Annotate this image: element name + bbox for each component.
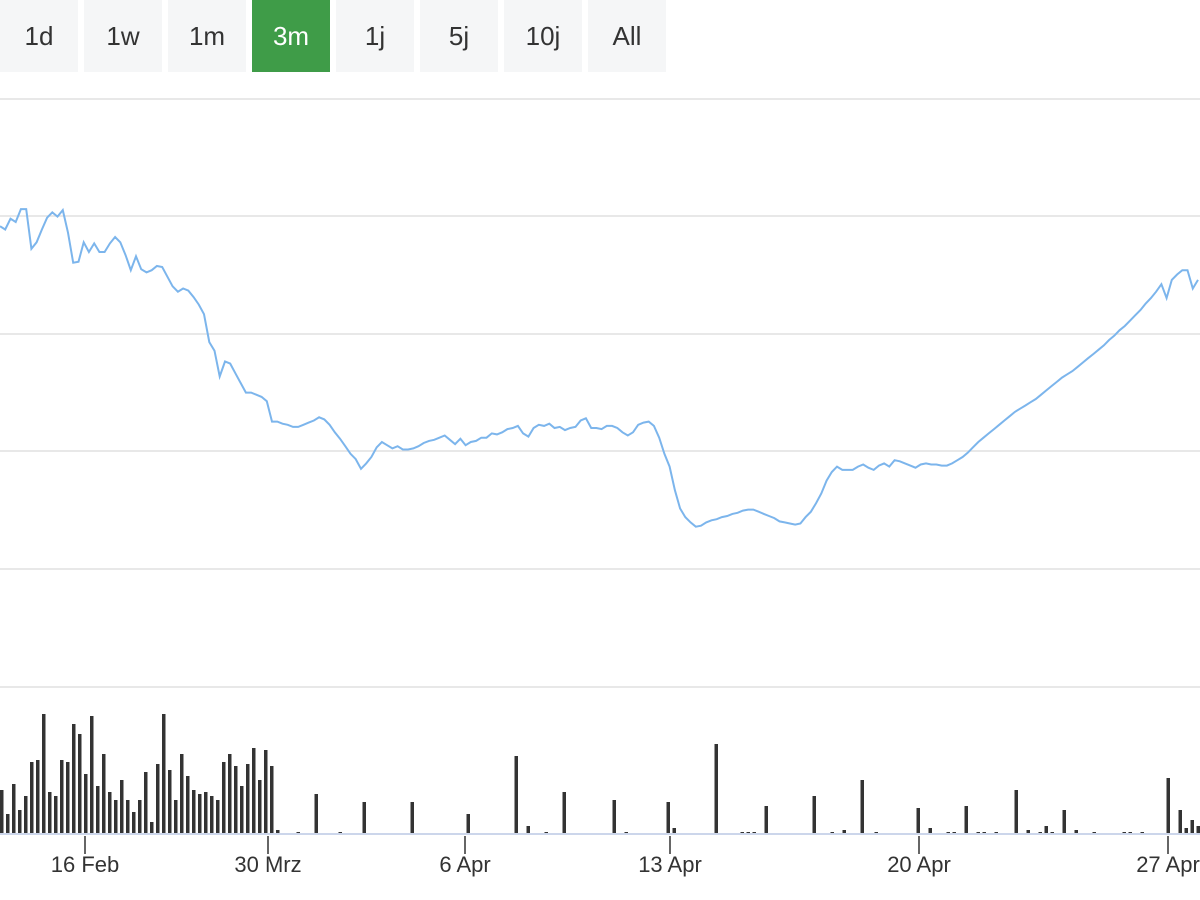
range-button-1w[interactable]: 1w: [84, 0, 162, 72]
volume-bar: [42, 714, 46, 834]
volume-bar: [66, 762, 70, 834]
volume-bar: [180, 754, 184, 834]
volume-bar: [258, 780, 262, 834]
volume-bar: [18, 810, 22, 834]
volume-bar: [1014, 790, 1018, 834]
range-button-1j[interactable]: 1j: [336, 0, 414, 72]
volume-bar: [48, 792, 52, 834]
range-button-3m[interactable]: 3m: [252, 0, 330, 72]
volume-bar: [526, 826, 530, 834]
volume-bar: [126, 800, 130, 834]
volume-bar: [812, 796, 816, 834]
grid-lines: [0, 98, 1200, 688]
volume-bar: [234, 766, 238, 834]
price-series: [0, 207, 1199, 528]
volume-bar: [514, 756, 518, 834]
volume-bar: [36, 760, 40, 834]
volume-bar: [156, 764, 160, 834]
volume-bar: [78, 734, 82, 834]
volume-bar: [1166, 778, 1170, 834]
price-line: [0, 207, 1199, 528]
volume-bar: [1062, 810, 1066, 834]
volume-bar: [168, 770, 172, 834]
range-button-1d[interactable]: 1d: [0, 0, 78, 72]
volume-bar: [270, 766, 274, 834]
volume-bar: [120, 780, 124, 834]
volume-bar: [114, 800, 118, 834]
volume-bar: [246, 764, 250, 834]
volume-bar: [964, 806, 968, 834]
range-button-10j[interactable]: 10j: [504, 0, 582, 72]
volume-bar: [1184, 828, 1188, 834]
volume-bar: [186, 776, 190, 834]
range-button-5j[interactable]: 5j: [420, 0, 498, 72]
volume-bar: [12, 784, 16, 834]
volume-bar: [198, 794, 202, 834]
volume-bar: [138, 800, 142, 834]
volume-bar: [314, 794, 318, 834]
volume-bar: [54, 796, 58, 834]
volume-bar: [144, 772, 148, 834]
volume-bar: [204, 792, 208, 834]
range-selector: 1d 1w 1m 3m 1j 5j 10j All: [0, 0, 672, 72]
volume-bar: [1178, 810, 1182, 834]
volume-bar: [916, 808, 920, 834]
volume-bar: [252, 748, 256, 834]
volume-bar: [90, 716, 94, 834]
x-tick-label: 20 Apr: [887, 852, 951, 877]
volume-bar: [264, 750, 268, 834]
x-tick-label: 13 Apr: [638, 852, 702, 877]
volume-bar: [228, 754, 232, 834]
volume-series: [0, 714, 1200, 834]
volume-bar: [1026, 830, 1030, 834]
x-tick-label: 6 Apr: [439, 852, 490, 877]
volume-bar: [362, 802, 366, 834]
volume-bar: [1074, 830, 1078, 834]
volume-bar: [216, 800, 220, 834]
volume-bar: [6, 814, 10, 834]
x-tick-label: 16 Feb: [51, 852, 120, 877]
range-button-all[interactable]: All: [588, 0, 666, 72]
volume-bar: [612, 800, 616, 834]
volume-bar: [0, 790, 4, 834]
volume-bar: [410, 802, 414, 834]
volume-bar: [96, 786, 100, 834]
volume-bar: [714, 744, 718, 834]
volume-bar: [1196, 826, 1200, 834]
volume-bar: [860, 780, 864, 834]
volume-bar: [132, 812, 136, 834]
volume-bar: [1044, 826, 1048, 834]
volume-bar: [102, 754, 106, 834]
volume-bar: [24, 796, 28, 834]
volume-bar: [562, 792, 566, 834]
range-button-1m[interactable]: 1m: [168, 0, 246, 72]
volume-bar: [210, 796, 214, 834]
volume-bar: [222, 762, 226, 834]
volume-bar: [174, 800, 178, 834]
volume-bar: [240, 786, 244, 834]
volume-bar: [672, 828, 676, 834]
volume-bar: [150, 822, 154, 834]
volume-bar: [764, 806, 768, 834]
volume-bar: [60, 760, 64, 834]
volume-bar: [842, 830, 846, 834]
volume-bar: [108, 792, 112, 834]
volume-bar: [666, 802, 670, 834]
x-tick-label: 27 Apr: [1136, 852, 1200, 877]
x-tick-label: 30 Mrz: [234, 852, 301, 877]
volume-bar: [276, 830, 280, 834]
x-axis: 16 Feb 30 Mrz 6 Apr 13 Apr 20 Apr 27 Apr: [51, 836, 1200, 877]
volume-bar: [466, 814, 470, 834]
volume-bar: [72, 724, 76, 834]
volume-bar: [84, 774, 88, 834]
volume-bar: [162, 714, 166, 834]
volume-bar: [30, 762, 34, 834]
volume-bar: [928, 828, 932, 834]
volume-bar: [192, 790, 196, 834]
volume-bar: [1190, 820, 1194, 834]
